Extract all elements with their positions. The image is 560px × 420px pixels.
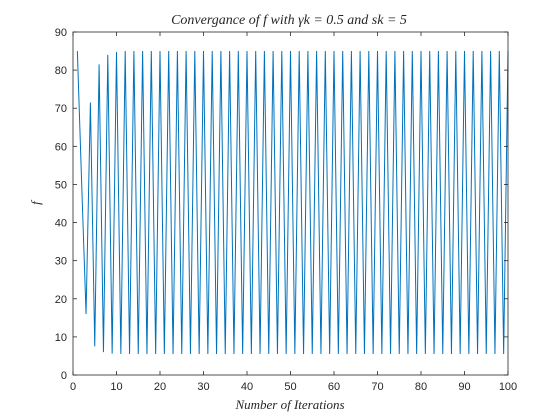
chart-title: Convergance of f with γk = 0.5 and sk = … [171,13,407,28]
x-tick-label: 80 [415,381,427,393]
x-tick-label: 60 [328,381,340,393]
series-layer [76,51,509,355]
y-tick-label: 40 [55,218,67,230]
y-tick-label: 50 [55,179,67,191]
ticks-layer: 0 10 20 30 40 50 60 70 80 90 100 0 10 20 30 40 50 60 70 80 9… [55,27,517,393]
x-tick-label: 100 [499,381,517,393]
y-tick-label: 80 [55,65,67,77]
y-tick-label: 70 [55,103,67,115]
y-tick-label: 30 [55,256,67,268]
series-line-1 [76,51,509,355]
y-tick-label: 10 [55,332,67,344]
x-tick-label: 20 [154,381,166,393]
y-tick-label: 20 [55,294,67,306]
y-axis-title: f [28,199,43,205]
x-tick-label: 0 [70,381,76,393]
y-tick-label: 0 [61,370,67,382]
plot-area [73,32,508,375]
x-tick-label: 70 [371,381,383,393]
y-tick-label: 90 [55,27,67,39]
x-tick-label: 10 [110,381,122,393]
x-tick-label: 90 [458,381,470,393]
x-axis-title: Number of Iterations [234,397,344,412]
x-tick-label: 30 [197,381,209,393]
y-tick-label: 60 [55,141,67,153]
x-tick-label: 50 [284,381,296,393]
x-tick-label: 40 [241,381,253,393]
